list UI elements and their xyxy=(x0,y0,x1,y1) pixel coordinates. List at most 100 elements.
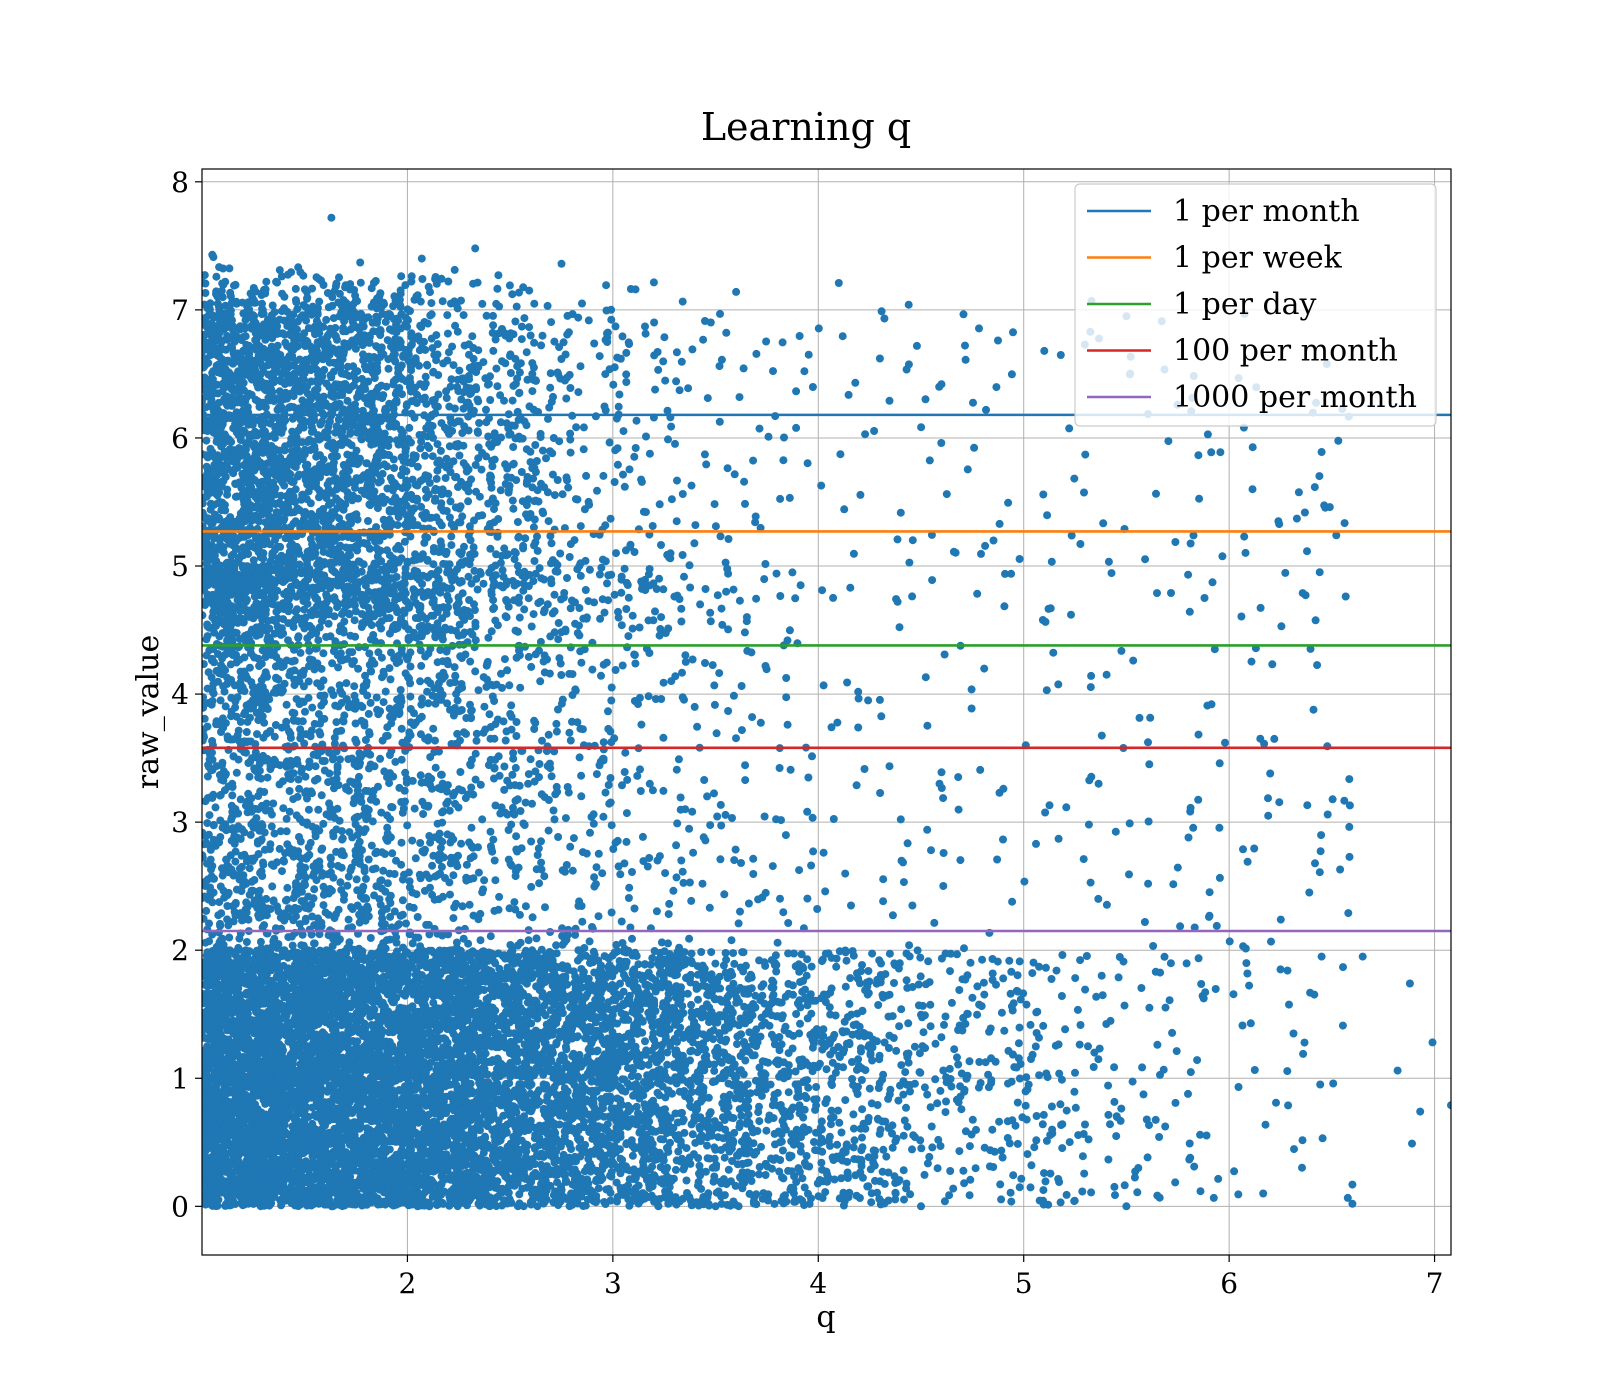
scatter-point xyxy=(874,1001,883,1009)
scatter-point xyxy=(1006,1188,1015,1197)
scatter-point xyxy=(902,976,911,985)
scatter-point xyxy=(769,990,778,999)
scatter-point xyxy=(589,947,598,956)
scatter-point xyxy=(759,980,768,989)
scatter-point xyxy=(953,1053,961,1062)
scatter-point xyxy=(949,1184,958,1193)
scatter-point xyxy=(925,978,934,987)
scatter-point xyxy=(908,1145,916,1154)
scatter-point xyxy=(915,1068,924,1077)
scatter-point xyxy=(1007,967,1016,976)
scatter-point xyxy=(876,1125,885,1134)
scatter-point xyxy=(998,1153,1007,1162)
scatter-point xyxy=(904,1019,913,1028)
scatter-point xyxy=(277,1201,286,1210)
scatter-point xyxy=(796,1003,805,1012)
scatter-point xyxy=(869,1146,878,1155)
scatter-point xyxy=(923,1090,932,1099)
scatter-point xyxy=(978,955,987,964)
scatter-point xyxy=(917,1144,926,1153)
scatter-point xyxy=(833,1140,842,1149)
scatter-point xyxy=(784,949,793,958)
scatter-point xyxy=(812,1083,821,1091)
scatter-point xyxy=(595,1139,604,1148)
scatter-point xyxy=(857,1076,866,1084)
scatter-point xyxy=(931,1039,940,1048)
scatter-point xyxy=(1061,1025,1070,1034)
scatter-point xyxy=(841,982,850,991)
scatter-point xyxy=(885,949,894,958)
scatter-point xyxy=(1230,1167,1239,1176)
scatter-point xyxy=(1030,1143,1039,1152)
scatter-point xyxy=(1047,975,1056,983)
scatter-point xyxy=(900,1195,908,1204)
scatter-point xyxy=(968,993,977,1002)
scatter-point xyxy=(1097,971,1106,980)
scatter-point xyxy=(749,1197,758,1206)
scatter-point xyxy=(827,984,836,993)
scatter-point xyxy=(755,1102,763,1111)
scatter-point xyxy=(848,1058,856,1066)
scatter-point xyxy=(588,1076,597,1085)
scatter-point xyxy=(753,1088,761,1097)
scatter-point xyxy=(1106,1120,1114,1129)
scatter-point xyxy=(920,1170,929,1179)
scatter-point xyxy=(687,949,696,958)
scatter-point xyxy=(1009,1171,1018,1180)
scatter-point xyxy=(817,1158,826,1167)
scatter-point xyxy=(784,1088,793,1097)
scatter-point xyxy=(1110,1063,1119,1072)
scatter-point xyxy=(1056,1198,1065,1207)
scatter-point xyxy=(1038,1120,1047,1129)
scatter-point xyxy=(671,1165,680,1174)
scatter-point xyxy=(1026,1020,1035,1029)
scatter-point xyxy=(940,1020,948,1029)
scatter-point xyxy=(919,1028,928,1037)
scatter-point xyxy=(778,1146,787,1155)
scatter-point xyxy=(1194,954,1203,963)
scatter-point xyxy=(942,1097,950,1106)
scatter-point xyxy=(737,1111,746,1120)
scatter-point xyxy=(1081,1120,1089,1129)
scatter-point xyxy=(1073,1005,1082,1014)
scatter-point xyxy=(807,962,816,971)
scatter-point xyxy=(634,1181,643,1190)
scatter-point xyxy=(955,986,964,994)
scatter-point xyxy=(1071,1103,1080,1112)
scatter-point xyxy=(954,1060,963,1069)
scatter-point xyxy=(966,958,975,967)
scatter-point xyxy=(715,972,724,981)
scatter-point xyxy=(913,946,922,955)
scatter-point xyxy=(1014,1039,1023,1048)
scatter-point xyxy=(1234,1190,1243,1199)
scatter-point xyxy=(1196,1187,1205,1196)
scatter-point xyxy=(941,1108,950,1117)
chart-title: Learning q xyxy=(701,105,911,149)
scatter-point xyxy=(1120,1001,1129,1010)
scatter-point xyxy=(788,981,797,990)
scatter-point xyxy=(1082,952,1091,960)
scatter-point xyxy=(755,956,764,965)
scatter-point xyxy=(1143,1153,1152,1162)
scatter-point xyxy=(910,1133,919,1142)
scatter-point xyxy=(755,1117,764,1126)
scatter-point xyxy=(831,1011,840,1020)
scatter-point xyxy=(713,1043,722,1052)
scatter-point xyxy=(1014,1054,1023,1063)
scatter-point xyxy=(856,1044,865,1053)
scatter-point xyxy=(884,1044,893,1052)
scatter-point xyxy=(1042,1069,1051,1078)
scatter-point xyxy=(1012,1063,1021,1072)
scatter-point xyxy=(682,1176,691,1185)
scatter-point xyxy=(1098,991,1107,1000)
scatter-point xyxy=(853,1090,862,1098)
scatter-point xyxy=(1000,1026,1009,1035)
scatter-point xyxy=(1032,1112,1041,1120)
scatter-point xyxy=(744,1110,753,1119)
scatter-point xyxy=(924,957,933,966)
scatter-point xyxy=(965,1142,974,1151)
scatter-point xyxy=(697,948,706,956)
scatter-point xyxy=(1003,1134,1012,1142)
scatter-point xyxy=(1283,966,1292,975)
